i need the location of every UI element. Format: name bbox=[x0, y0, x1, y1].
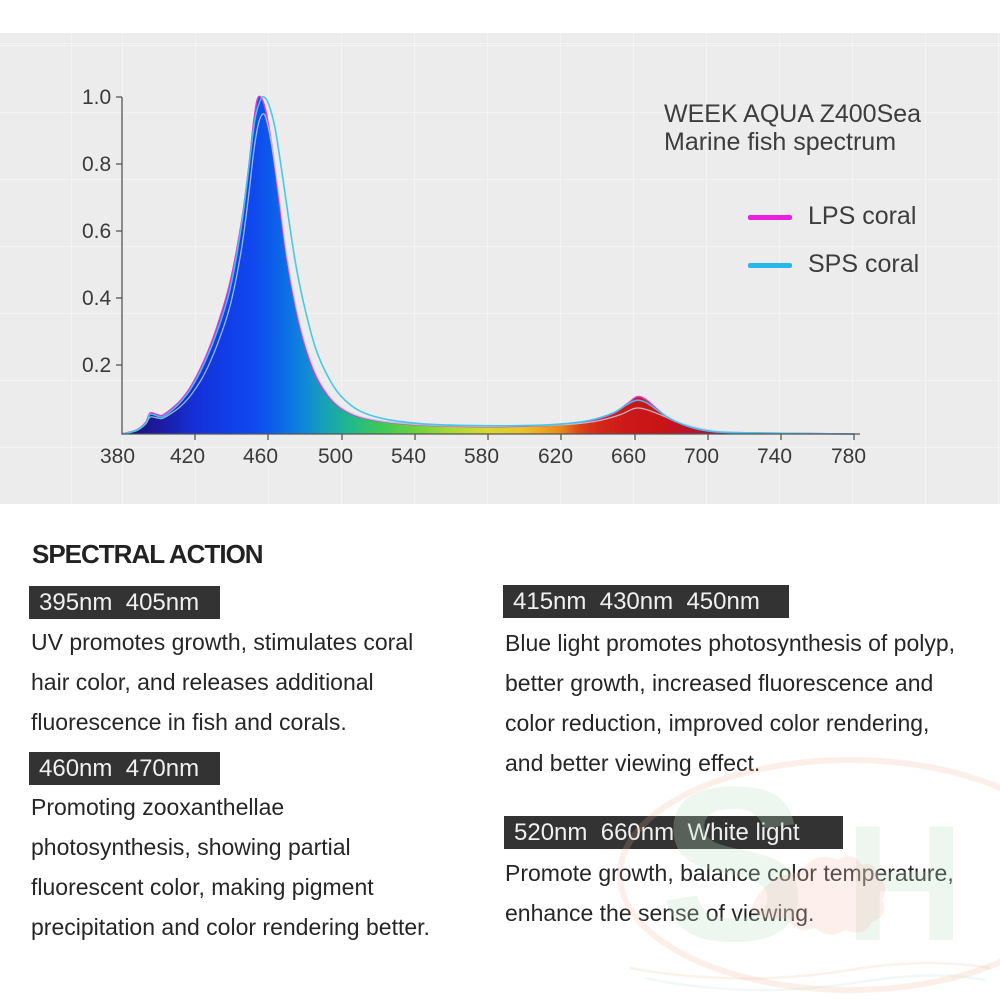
svg-text:S: S bbox=[660, 741, 807, 987]
